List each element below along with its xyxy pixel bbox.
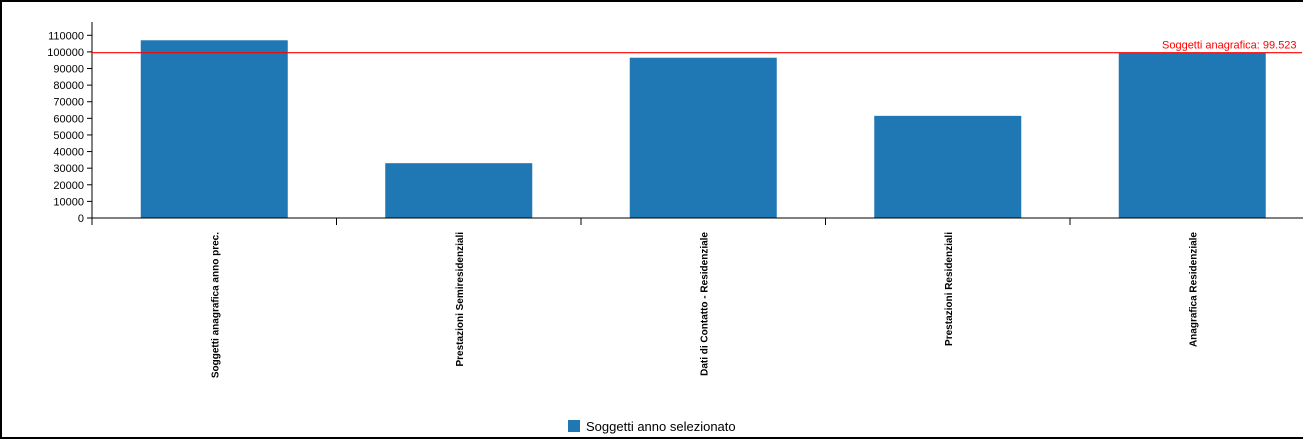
y-tick-label: 50000	[53, 130, 84, 142]
bar	[1118, 52, 1266, 218]
x-category-label: Anagrafica Residenziale	[1188, 232, 1199, 347]
x-category-label: Prestazioni Semiresidenziali	[455, 232, 466, 367]
bars-group	[140, 40, 1266, 219]
x-axis: Soggetti anagrafica anno prec. Prestazion…	[91, 217, 1303, 378]
y-tick-label: 100000	[47, 47, 84, 59]
y-axis: 0 10000 20000 30000 40000 50000 60000 70000 8000…	[47, 22, 93, 225]
x-category-label: Prestazioni Residenziali	[944, 232, 955, 346]
y-tick-label: 70000	[53, 97, 84, 109]
y-tick-label: 90000	[53, 64, 84, 76]
legend-swatch	[568, 420, 580, 432]
x-category-label: Dati di Contatto - Residenziale	[699, 232, 710, 376]
y-tick-label: 110000	[48, 30, 84, 42]
y-tick-label: 20000	[53, 180, 84, 192]
y-tick-label: 80000	[53, 80, 84, 92]
y-tick-label: 30000	[53, 163, 84, 175]
reference-line-label: Soggetti anagrafica: 99.523	[1162, 40, 1297, 52]
legend: Soggetti anno selezionato	[568, 419, 736, 434]
bar	[385, 163, 533, 218]
bar	[874, 115, 1022, 218]
reference-line-group: Soggetti anagrafica: 99.523	[92, 40, 1302, 54]
y-tick-label: 40000	[53, 147, 84, 159]
y-tick-label: 10000	[53, 196, 84, 208]
bar	[140, 40, 288, 219]
legend-label: Soggetti anno selezionato	[586, 419, 736, 434]
bar	[629, 57, 777, 218]
y-tick-label: 0	[78, 213, 84, 225]
x-category-label: Soggetti anagrafica anno prec.	[210, 232, 221, 378]
y-tick-label: 60000	[53, 113, 84, 125]
